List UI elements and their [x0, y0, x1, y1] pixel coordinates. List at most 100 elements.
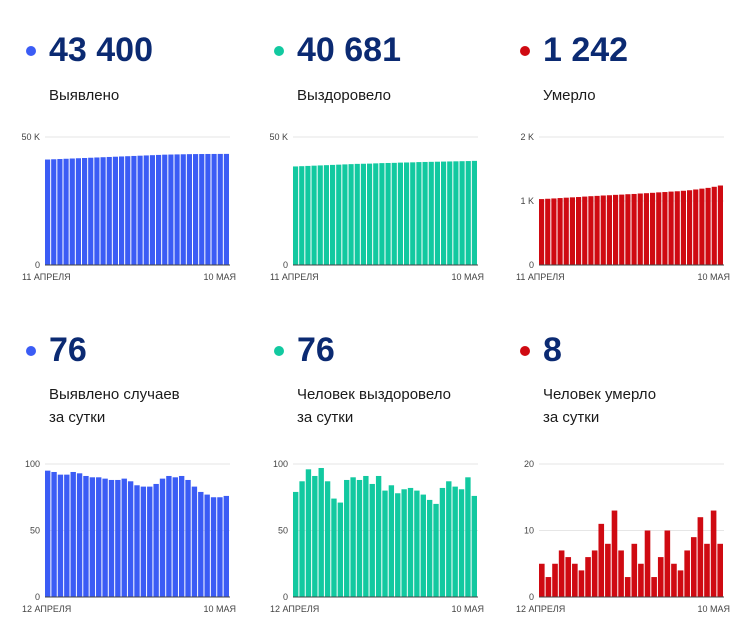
bar [185, 479, 191, 597]
series-color-dot [26, 46, 36, 56]
bar [96, 477, 102, 597]
bar [210, 497, 217, 597]
headline-value: 1 242 [543, 31, 629, 69]
bar [385, 162, 391, 265]
bar [344, 479, 350, 597]
bar [134, 485, 140, 597]
bar [625, 194, 631, 265]
bar [693, 189, 699, 265]
bar [367, 163, 373, 265]
bar [312, 475, 318, 597]
bar [121, 478, 127, 597]
bar [551, 198, 557, 265]
bar [471, 495, 477, 597]
bar [711, 186, 717, 265]
panel-header: 76 [270, 331, 510, 374]
bar [89, 477, 96, 597]
y-tick-label: 0 [35, 592, 40, 602]
bar [699, 188, 705, 265]
bar [83, 475, 89, 597]
bar [605, 543, 611, 597]
y-tick-label: 50 K [269, 132, 288, 142]
bar [697, 517, 704, 597]
bar [624, 577, 631, 597]
bar [637, 193, 643, 265]
bar [558, 550, 565, 597]
bar [657, 557, 664, 597]
panel-label-line-1: Выявлено случаев [49, 386, 180, 403]
bar [191, 486, 198, 597]
bar [331, 498, 337, 597]
bar [63, 158, 69, 265]
panel-header: 8 [516, 331, 752, 374]
bar [379, 163, 385, 265]
bar [70, 471, 76, 597]
bar [407, 487, 414, 597]
bar [360, 163, 366, 265]
chart-total-deaths: 0 1 K 2 K 11 АПРЕЛЯ 10 МАЯ [516, 132, 730, 282]
bar [318, 467, 324, 597]
y-tick-label: 2 K [520, 132, 534, 142]
y-tick-label: 0 [529, 260, 534, 270]
bar [471, 160, 477, 265]
x-end-label: 10 МАЯ [451, 604, 484, 614]
bar [45, 159, 51, 265]
bar [420, 494, 426, 597]
bar [330, 164, 336, 265]
bar [375, 475, 382, 597]
bar [354, 163, 360, 265]
x-start-label: 12 АПРЕЛЯ [270, 604, 319, 614]
bar [662, 192, 668, 265]
bar [453, 161, 459, 265]
bar [166, 475, 172, 597]
panel-header: 40 681 [270, 31, 510, 74]
bar [680, 190, 686, 265]
x-end-label: 10 МАЯ [697, 604, 730, 614]
bar [465, 161, 471, 265]
bar [369, 483, 375, 597]
y-tick-label: 0 [529, 592, 534, 602]
bar [174, 154, 180, 265]
panel-label: Умерло [543, 87, 596, 104]
bar [545, 577, 552, 597]
bar [705, 187, 711, 265]
bar [217, 497, 223, 597]
panel-label-line-2: за сутки [297, 409, 354, 426]
bar [356, 479, 363, 597]
headline-value: 43 400 [49, 31, 153, 69]
y-tick-label: 0 [283, 260, 288, 270]
y-tick-label: 50 K [21, 132, 40, 142]
bar [664, 530, 671, 597]
bar [305, 469, 312, 597]
bar [600, 195, 606, 265]
bar [100, 157, 106, 265]
panel-daily-recovered: 76 Человек выздоровело за сутки 0 50 100 12… [270, 331, 510, 614]
bar [199, 154, 205, 265]
bar [656, 192, 662, 265]
x-end-label: 10 МАЯ [697, 272, 730, 282]
bar [576, 197, 582, 265]
x-start-label: 11 АПРЕЛЯ [22, 272, 71, 282]
y-tick-label: 50 [278, 526, 288, 536]
bar [684, 550, 690, 597]
bar [619, 194, 625, 265]
bar [337, 502, 344, 597]
bar [594, 195, 600, 265]
bar [404, 162, 410, 265]
bar [373, 163, 379, 265]
x-start-label: 12 АПРЕЛЯ [22, 604, 71, 614]
bar [51, 471, 57, 597]
chart-total-detected: 0 50 K 11 АПРЕЛЯ 10 МАЯ [21, 132, 236, 282]
bar [147, 486, 153, 597]
bar [143, 155, 149, 265]
panel-header: 1 242 [516, 31, 752, 74]
bar [223, 495, 229, 597]
bar [211, 153, 217, 265]
bar [180, 154, 186, 265]
bar [149, 155, 155, 265]
bar [704, 543, 710, 597]
bar [465, 477, 471, 597]
y-tick-label: 50 [30, 526, 40, 536]
bar [446, 481, 452, 597]
bar [140, 486, 147, 597]
